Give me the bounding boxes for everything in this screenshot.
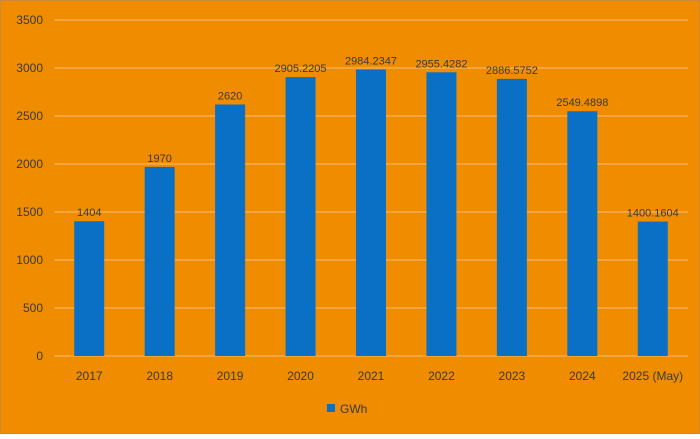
legend: GWh — [327, 402, 367, 416]
bars — [74, 69, 668, 357]
x-tick-label: 2019 — [217, 369, 244, 383]
data-label: 2620 — [218, 90, 242, 102]
data-label: 2905.2205 — [275, 63, 327, 75]
x-tick-label: 2021 — [358, 369, 385, 383]
data-label: 1400.1604 — [627, 208, 679, 220]
data-label: 2984.2347 — [345, 56, 397, 68]
x-tick-label: 2018 — [146, 369, 173, 383]
x-tick-label: 2025 (May) — [622, 369, 683, 383]
data-label: 2886.5752 — [486, 65, 538, 77]
bar-2019 — [215, 104, 246, 356]
x-tick-label: 2017 — [76, 369, 103, 383]
data-label: 1970 — [147, 153, 171, 165]
x-tick-label: 2024 — [569, 369, 596, 383]
y-tick-label: 2000 — [16, 157, 43, 171]
bar-2023 — [496, 78, 527, 356]
data-labels: 1404 1970 2620 2905.2205 2984.2347 2955.4282 2… — [77, 56, 679, 220]
bar-2025-may — [637, 221, 668, 356]
y-tick-label: 1000 — [16, 253, 43, 267]
data-label: 1404 — [77, 207, 101, 219]
y-tick-label: 3500 — [16, 13, 43, 27]
data-label: 2955.4282 — [415, 58, 467, 70]
y-tick-label: 2500 — [16, 109, 43, 123]
bar-2021 — [356, 69, 386, 357]
bar-2022 — [426, 72, 457, 356]
x-tick-label: 2023 — [499, 369, 526, 383]
legend-swatch-gwh — [327, 404, 335, 412]
bar-2018 — [144, 166, 175, 356]
legend-label-gwh: GWh — [340, 402, 367, 416]
x-tick-label: 2020 — [287, 369, 314, 383]
x-tick-label: 2022 — [428, 369, 455, 383]
data-label: 2549.4898 — [556, 97, 608, 109]
bar-2020 — [285, 77, 316, 357]
bar-2017 — [74, 221, 105, 356]
y-tick-label: 0 — [36, 349, 43, 363]
y-axis-tick-labels: 0 500 1000 1500 2000 2500 3000 3500 — [16, 13, 43, 363]
bar-2024 — [567, 111, 598, 356]
y-tick-label: 1500 — [16, 205, 43, 219]
y-tick-label: 3000 — [16, 61, 43, 75]
x-axis-tick-labels: 2017 2018 2019 2020 2021 2022 2023 2024 2025 (Ma… — [76, 369, 683, 383]
y-tick-label: 500 — [23, 301, 43, 315]
